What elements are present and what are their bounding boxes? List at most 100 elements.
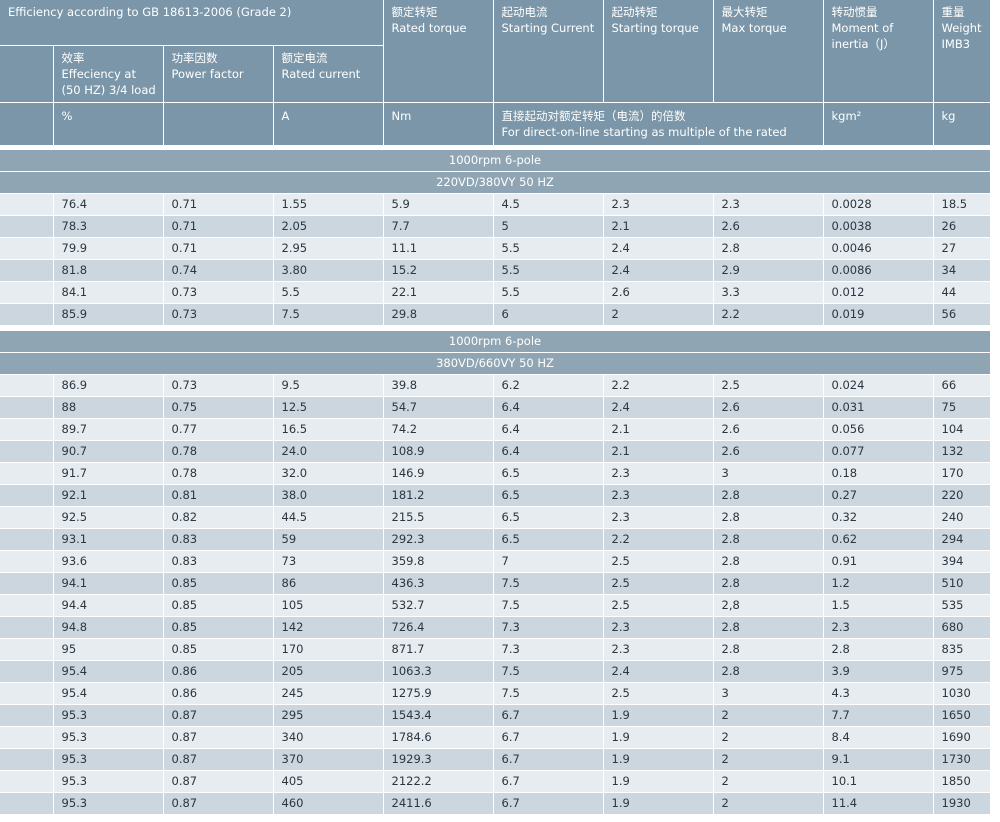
rated-current-cell: 7.5: [273, 303, 384, 326]
row-spacer-cell: [0, 374, 54, 397]
efficiency-cell: 85.9: [53, 303, 164, 326]
starting-current-cell: 5: [493, 215, 604, 238]
weight-cell: 75: [933, 396, 990, 419]
weight-cell: 240: [933, 506, 990, 529]
rated-torque-cell: 871.7: [383, 638, 494, 661]
starting-torque-cell: 2.1: [603, 418, 714, 441]
power-factor-cell: 0.87: [163, 704, 274, 727]
inertia-cell: 0.024: [823, 374, 934, 397]
table-row: 89.7 0.77 16.5 74.2 6.4 2.1 2.6 0.056 104: [0, 418, 990, 441]
row-spacer-cell: [0, 237, 54, 260]
row-spacer-cell: [0, 770, 54, 793]
table-row: 92.5 0.82 44.5 215.5 6.5 2.3 2.8 0.32 240: [0, 506, 990, 529]
weight-cell: 132: [933, 440, 990, 463]
starting-torque-cell: 2.2: [603, 374, 714, 397]
table-row: 76.4 0.71 1.55 5.9 4.5 2.3 2.3 0.0028 18.5: [0, 193, 990, 216]
inertia-cell: 0.012: [823, 281, 934, 304]
row-spacer-cell: [0, 303, 54, 326]
max-torque-cell: 3: [713, 462, 824, 485]
section-speed-label: 1000rpm 6-pole: [0, 331, 990, 353]
weight-cell: 27: [933, 237, 990, 260]
unit-current: A: [273, 102, 384, 145]
rated-torque-cell: 39.8: [383, 374, 494, 397]
inertia-cell: 7.7: [823, 704, 934, 727]
rated-torque-cell: 359.8: [383, 550, 494, 573]
power-factor-cell: 0.87: [163, 770, 274, 793]
row-spacer-cell: [0, 215, 54, 238]
efficiency-cell: 94.4: [53, 594, 164, 617]
rated-current-cell: 3.80: [273, 259, 384, 282]
starting-current-cell: 6.4: [493, 396, 604, 419]
max-torque-cell: 2.3: [713, 193, 824, 216]
table-row: 78.3 0.71 2.05 7.7 5 2.1 2.6 0.0038 26: [0, 215, 990, 238]
rated-current-cell: 340: [273, 726, 384, 749]
table-row: 88 0.75 12.5 54.7 6.4 2.4 2.6 0.031 75: [0, 396, 990, 419]
starting-torque-cell: 2.1: [603, 215, 714, 238]
row-spacer-cell: [0, 484, 54, 507]
power-factor-cell: 0.78: [163, 440, 274, 463]
inertia-cell: 0.0086: [823, 259, 934, 282]
starting-current-cell: 6.4: [493, 418, 604, 441]
row-spacer-cell: [0, 418, 54, 441]
table-row: 92.1 0.81 38.0 181.2 6.5 2.3 2.8 0.27 220: [0, 484, 990, 507]
power-factor-cell: 0.73: [163, 374, 274, 397]
table-row: 84.1 0.73 5.5 22.1 5.5 2.6 3.3 0.012 44: [0, 281, 990, 304]
multiple-note: 直接起动对额定转矩（电流）的倍数 For direct-on-line start…: [493, 102, 824, 145]
rated-torque-cell: 532.7: [383, 594, 494, 617]
rated-torque-cell: 11.1: [383, 237, 494, 260]
starting-current-cell: 7.5: [493, 682, 604, 705]
rated-current-cell: 86: [273, 572, 384, 595]
inertia-cell: 11.4: [823, 792, 934, 815]
section-spacer: [0, 325, 990, 331]
inertia-cell: 0.019: [823, 303, 934, 326]
table-row: 95.4 0.86 205 1063.3 7.5 2.4 2.8 3.9 975: [0, 660, 990, 683]
inertia-cell: 4.3: [823, 682, 934, 705]
inertia-cell: 1.2: [823, 572, 934, 595]
row-spacer-cell: [0, 638, 54, 661]
row-spacer-cell: [0, 616, 54, 639]
rated-torque-cell: 215.5: [383, 506, 494, 529]
table-row: 95 0.85 170 871.7 7.3 2.3 2.8 2.8 835: [0, 638, 990, 661]
inertia-cell: 2.8: [823, 638, 934, 661]
rated-torque-cell: 436.3: [383, 572, 494, 595]
rated-current-cell: 295: [273, 704, 384, 727]
rated-current-cell: 370: [273, 748, 384, 771]
power-factor-cell: 0.83: [163, 550, 274, 573]
starting-torque-cell: 2.1: [603, 440, 714, 463]
weight-cell: 835: [933, 638, 990, 661]
weight-cell: 1730: [933, 748, 990, 771]
rated-current-cell: 44.5: [273, 506, 384, 529]
starting-current-cell: 7: [493, 550, 604, 573]
max-torque-cell: 2: [713, 770, 824, 793]
power-factor-cell: 0.87: [163, 748, 274, 771]
power-factor-cell: 0.73: [163, 303, 274, 326]
inertia-cell: 2.3: [823, 616, 934, 639]
starting-current-cell: 7.3: [493, 638, 604, 661]
rated-current-cell: 2.95: [273, 237, 384, 260]
efficiency-cell: 95.3: [53, 704, 164, 727]
rated-current-cell: 142: [273, 616, 384, 639]
efficiency-cell: 78.3: [53, 215, 164, 238]
rated-torque-cell: 74.2: [383, 418, 494, 441]
max-torque-cell: 2.8: [713, 660, 824, 683]
weight-cell: 1650: [933, 704, 990, 727]
starting-torque-cell: 2.3: [603, 506, 714, 529]
weight-cell: 66: [933, 374, 990, 397]
rated-current-cell: 205: [273, 660, 384, 683]
max-torque-cell: 2.9: [713, 259, 824, 282]
inertia-cell: 1.5: [823, 594, 934, 617]
starting-torque-cell: 2.3: [603, 616, 714, 639]
weight-cell: 170: [933, 462, 990, 485]
power-factor-cell: 0.75: [163, 396, 274, 419]
starting-current-cell: 6.7: [493, 770, 604, 793]
rated-torque-cell: 1784.6: [383, 726, 494, 749]
power-factor-cell: 0.86: [163, 682, 274, 705]
inertia-cell: 0.32: [823, 506, 934, 529]
efficiency-cell: 93.6: [53, 550, 164, 573]
starting-current-cell: 6.5: [493, 484, 604, 507]
weight-header: 重量 Weight IMB3: [933, 0, 990, 103]
efficiency-cell: 76.4: [53, 193, 164, 216]
weight-cell: 510: [933, 572, 990, 595]
starting-torque-cell: 1.9: [603, 770, 714, 793]
